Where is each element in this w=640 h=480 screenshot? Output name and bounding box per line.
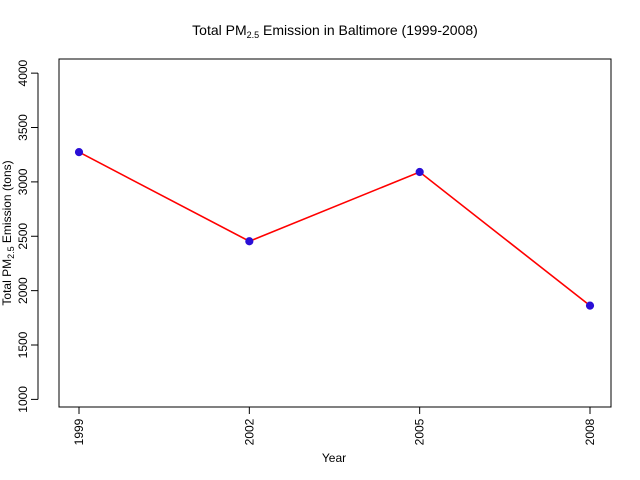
chart-title: Total PM2.5 Emission in Baltimore (1999-… [192,22,478,40]
y-tick-label: 3000 [16,168,30,195]
y-axis-label: Total PM2.5 Emission (tons) [0,160,16,305]
x-axis-label: Year [322,451,346,465]
y-tick-label: 1000 [16,386,30,413]
chart-title-post: Emission in Baltimore (1999-2008) [259,22,478,38]
plot-frame [58,58,612,408]
y-axis: 1000 1500 2000 2500 3000 3500 4000 [16,59,39,413]
chart-title-pre: Total PM [192,22,246,38]
x-tick-label: 2005 [413,418,427,445]
series-layer [74,147,595,310]
x-tick-label: 1999 [72,418,86,445]
y-tick-label: 4000 [16,59,30,86]
y-axis-label-sub: 2.5 [6,246,16,259]
y-tick-label: 2000 [16,277,30,304]
y-tick-label: 2500 [16,223,30,250]
data-point [585,301,595,310]
x-axis: 1999 2002 2005 2008 [72,406,597,445]
y-tick-label: 3500 [16,114,30,141]
series-line [78,151,591,307]
data-point [415,167,424,177]
data-point [245,237,254,246]
y-axis-label-pre: Total PM [0,259,14,306]
x-tick-label: 2002 [242,418,256,445]
data-point [74,147,84,157]
x-tick-label: 2008 [583,418,597,445]
y-tick-label: 1500 [16,331,30,358]
y-axis-label-post: Emission (tons) [0,160,14,246]
chart-title-sub: 2.5 [247,30,260,40]
